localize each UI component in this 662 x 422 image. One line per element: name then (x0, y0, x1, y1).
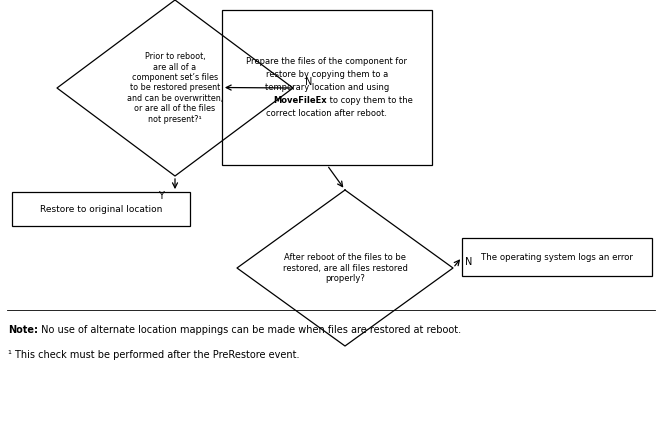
Text: restore by copying them to a: restore by copying them to a (266, 70, 388, 79)
Text: Restore to original location: Restore to original location (40, 205, 162, 214)
Text: No use of alternate location mappings can be made when files are restored at reb: No use of alternate location mappings ca… (38, 325, 461, 335)
Text: N: N (465, 257, 473, 267)
Text: temporary location and using: temporary location and using (265, 83, 389, 92)
Text: The operating system logs an error: The operating system logs an error (481, 252, 633, 262)
Text: N: N (305, 77, 312, 87)
Text: to copy them to the: to copy them to the (327, 96, 413, 105)
Bar (12, 192, 190, 226)
Text: correct location after reboot.: correct location after reboot. (267, 109, 387, 118)
Text: Prepare the files of the component for: Prepare the files of the component for (246, 57, 408, 66)
Polygon shape (237, 190, 453, 346)
Text: MoveFileEx: MoveFileEx (273, 96, 327, 105)
Bar (462, 238, 652, 276)
Polygon shape (57, 0, 293, 176)
Text: ¹ This check must be performed after the PreRestore event.: ¹ This check must be performed after the… (8, 350, 299, 360)
Text: Y: Y (158, 191, 164, 201)
Text: After reboot of the files to be
restored, are all files restored
properly?: After reboot of the files to be restored… (283, 253, 407, 283)
Text: Prior to reboot,
are all of a
component set’s files
to be restored present
and c: Prior to reboot, are all of a component … (127, 52, 223, 124)
Bar (222, 10, 432, 165)
Text: Note:: Note: (8, 325, 38, 335)
